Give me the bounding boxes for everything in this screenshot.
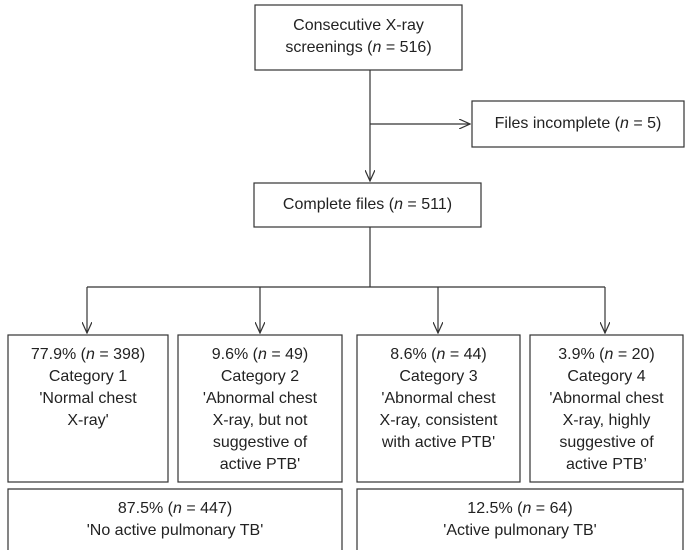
node-label: 'Abnormal chest (203, 390, 318, 407)
node-box (254, 4, 463, 71)
node-label: 'Normal chest (39, 390, 137, 407)
label-part: = 447) (182, 500, 232, 517)
node-label: X-ray, consistent (380, 412, 499, 429)
label-part: Consecutive X-ray (293, 17, 424, 34)
label-part: X-ray, highly (563, 412, 651, 429)
node-box (7, 488, 343, 555)
label-part: screenings ( (285, 39, 373, 56)
node-label: Category 3 (399, 368, 477, 385)
label-part: active PTB’ (566, 456, 647, 473)
connectors (87, 70, 605, 333)
node-label: Consecutive X-ray (293, 17, 424, 34)
label-part: X-ray, consistent (380, 412, 499, 429)
label-part: 87.5% ( (118, 500, 174, 517)
label-part: active PTB' (220, 456, 300, 473)
node-label: Files incomplete (n = 5) (495, 115, 662, 132)
node-box (356, 334, 521, 483)
node-label: 77.9% (n = 398) (31, 346, 145, 363)
node-box (7, 334, 169, 483)
label-part: n (86, 346, 95, 363)
node: 12.5% (n = 64) 'Active pulmonary TB' (356, 488, 684, 555)
node-label: 'Abnormal chest (381, 390, 496, 407)
node-label: suggestive of (559, 434, 654, 451)
node-label: active PTB' (220, 456, 300, 473)
node-label: 'Abnormal chest (549, 390, 664, 407)
node-label: Category 4 (567, 368, 645, 385)
label-part: 3.9% ( (558, 346, 605, 363)
label-part: n (522, 500, 531, 517)
label-part: 9.6% ( (212, 346, 259, 363)
label-part: suggestive of (559, 434, 654, 451)
node-label: X-ray, but not (213, 412, 308, 429)
label-part: 77.9% ( (31, 346, 87, 363)
node: Complete files (n = 511) (253, 182, 482, 228)
label-part: Category 1 (49, 368, 127, 385)
label-part: = 44) (445, 346, 486, 363)
node: 9.6% (n = 49) Category 2 'Abnormal chest X-… (177, 334, 343, 483)
node-label: 9.6% (n = 49) (212, 346, 309, 363)
label-part: = 398) (95, 346, 145, 363)
label-part: 'Active pulmonary TB' (443, 522, 596, 539)
label-part: = 20) (613, 346, 654, 363)
node-box (356, 488, 684, 555)
node-label: screenings (n = 516) (285, 39, 431, 56)
label-part: with active PTB' (381, 434, 495, 451)
node-label: 3.9% (n = 20) (558, 346, 655, 363)
label-part: n (258, 346, 267, 363)
label-part: Category 2 (221, 368, 299, 385)
node: 8.6% (n = 44) Category 3 'Abnormal chest X-… (356, 334, 521, 483)
node-label: 12.5% (n = 64) (467, 500, 572, 517)
node-label: X-ray' (67, 412, 108, 429)
node-label: active PTB’ (566, 456, 647, 473)
label-part: 'Normal chest (39, 390, 137, 407)
label-part: 12.5% ( (467, 500, 523, 517)
label-part: = 64) (531, 500, 572, 517)
label-part: n (436, 346, 445, 363)
label-part: n (372, 39, 381, 56)
label-part: = 511) (403, 196, 452, 213)
label-part: n (173, 500, 182, 517)
label-part: 'No active pulmonary TB' (87, 522, 264, 539)
node: Consecutive X-ray screenings (n = 516) (254, 4, 463, 71)
node-label: Category 1 (49, 368, 127, 385)
node: 3.9% (n = 20) Category 4 'Abnormal chest X-… (529, 334, 684, 483)
node-label: Category 2 (221, 368, 299, 385)
node: Files incomplete (n = 5) (471, 100, 685, 148)
node-box (177, 334, 343, 483)
label-part: n (604, 346, 613, 363)
node: 77.9% (n = 398) Category 1 'Normal chest X-… (7, 334, 169, 483)
label-part: Complete files ( (283, 196, 395, 213)
node-label: with active PTB' (381, 434, 495, 451)
label-part: = 516) (381, 39, 431, 56)
label-part: 8.6% ( (390, 346, 437, 363)
label-part: Files incomplete ( (495, 115, 621, 132)
label-part: = 5) (629, 115, 661, 132)
label-part: X-ray, but not (213, 412, 308, 429)
node: 87.5% (n = 447) 'No active pulmonary TB' (7, 488, 343, 555)
node-box (529, 334, 684, 483)
node-label: X-ray, highly (563, 412, 651, 429)
label-part: = 49) (267, 346, 308, 363)
node-label: suggestive of (213, 434, 308, 451)
node-label: 'Active pulmonary TB' (443, 522, 596, 539)
label-part: n (620, 115, 629, 132)
label-part: 'Abnormal chest (381, 390, 496, 407)
node-box (471, 100, 685, 148)
node-box (253, 182, 482, 228)
label-part: Category 4 (567, 368, 645, 385)
node-label: Complete files (n = 511) (283, 196, 452, 213)
node-label: 8.6% (n = 44) (390, 346, 487, 363)
label-part: X-ray' (67, 412, 108, 429)
label-part: n (394, 196, 403, 213)
label-part: 'Abnormal chest (549, 390, 664, 407)
node-label: 'No active pulmonary TB' (87, 522, 264, 539)
node-label: 87.5% (n = 447) (118, 500, 232, 517)
label-part: suggestive of (213, 434, 308, 451)
label-part: 'Abnormal chest (203, 390, 318, 407)
label-part: Category 3 (399, 368, 477, 385)
